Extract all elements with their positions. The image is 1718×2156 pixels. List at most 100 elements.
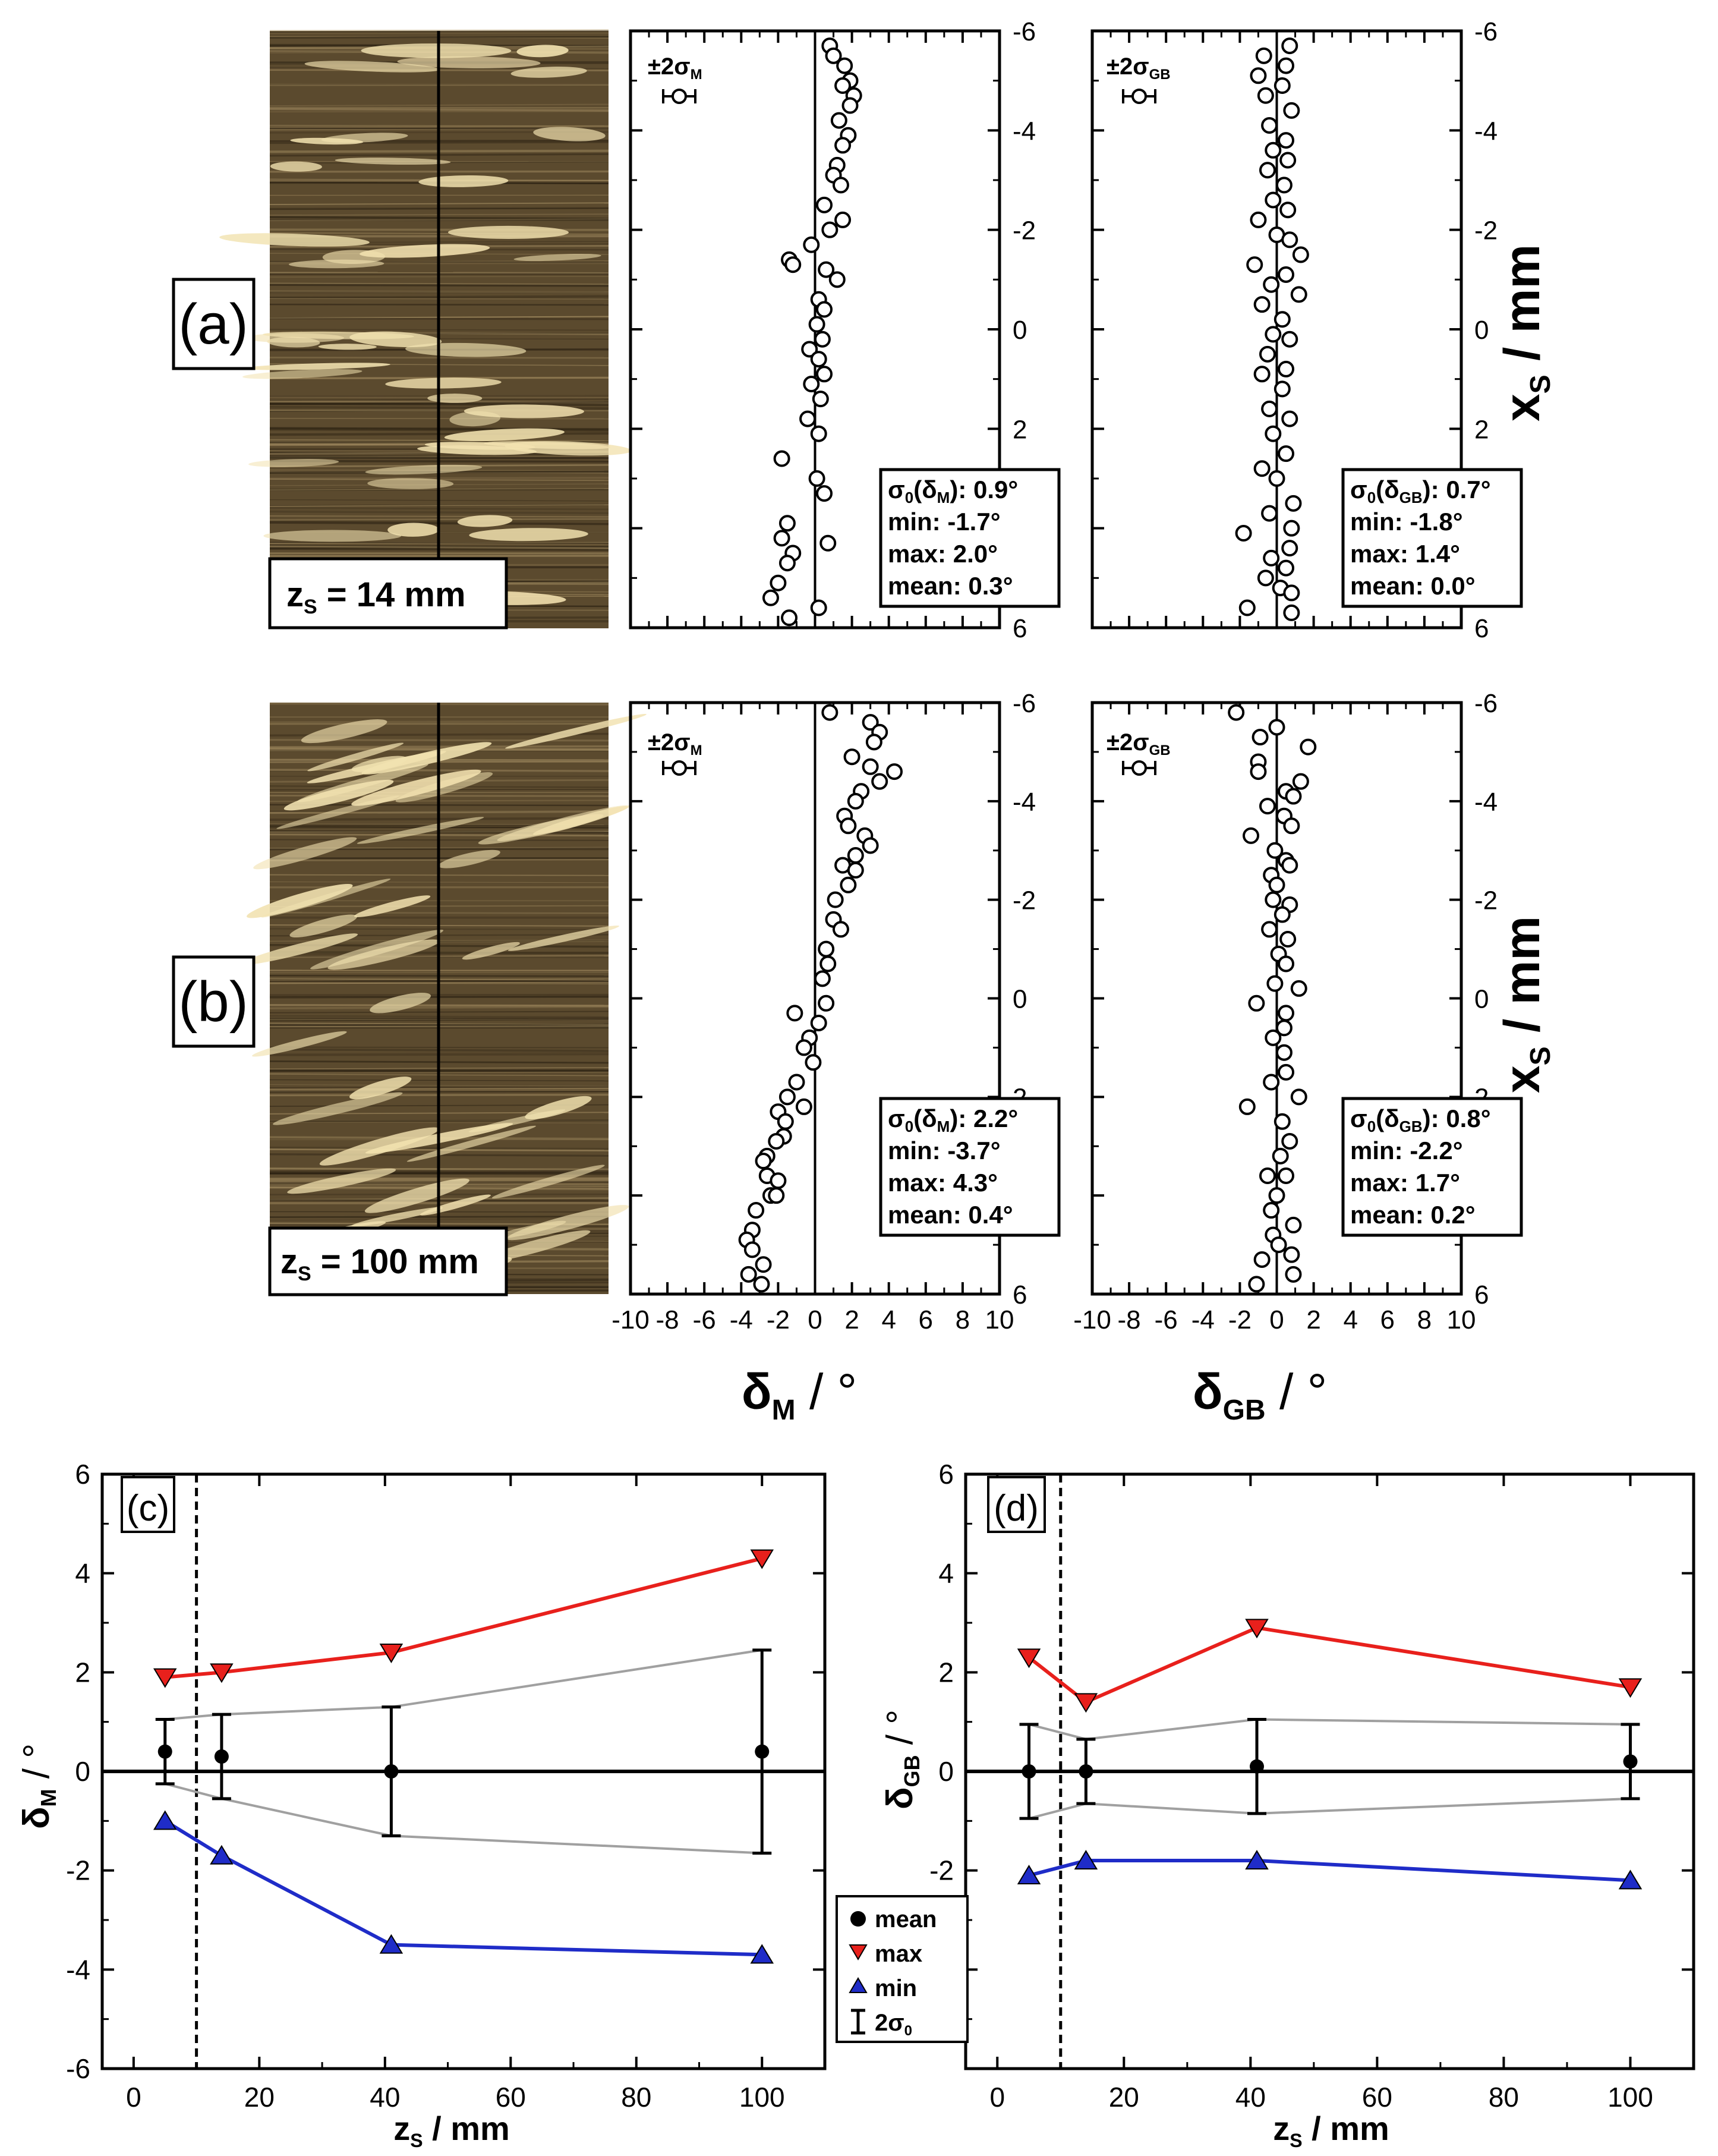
data-point bbox=[1261, 400, 1278, 417]
envelope-upper-line bbox=[1029, 1718, 1631, 1740]
data-point bbox=[1238, 1098, 1256, 1115]
y-tick-label: -2 bbox=[1474, 216, 1498, 245]
mean-marker bbox=[755, 1744, 770, 1759]
x-tick-label: 0 bbox=[989, 2082, 1005, 2113]
data-point bbox=[1261, 921, 1278, 938]
data-point bbox=[743, 1241, 761, 1258]
min-marker bbox=[1618, 1869, 1643, 1890]
max-series-line bbox=[165, 1556, 762, 1679]
y-tick-label: 6 bbox=[1474, 1280, 1489, 1310]
data-point bbox=[1279, 931, 1297, 948]
mean-marker bbox=[214, 1749, 229, 1764]
mean-marker bbox=[1250, 1759, 1264, 1774]
stats-box-a-deltaGB: σ0(δGB): 0.7° min: -1.8° max: 1.4° mean:… bbox=[1341, 468, 1523, 608]
data-point bbox=[1285, 1216, 1302, 1233]
x-tick-label: -4 bbox=[1191, 1305, 1215, 1334]
x-tick-label: 60 bbox=[496, 2082, 526, 2113]
data-point bbox=[795, 1098, 812, 1115]
y-axis-title-xs-a: xS / mm bbox=[1494, 244, 1556, 421]
legend-sigma-label: 2σ0 bbox=[875, 2010, 912, 2039]
svg-text:±2σGB: ±2σGB bbox=[1107, 729, 1171, 758]
data-point bbox=[825, 47, 842, 64]
x-tick-label: 2 bbox=[1306, 1305, 1320, 1334]
data-point bbox=[1285, 1266, 1302, 1283]
data-point bbox=[1265, 191, 1282, 209]
data-point bbox=[1259, 162, 1276, 179]
data-point bbox=[803, 376, 820, 393]
data-point bbox=[1283, 1246, 1300, 1263]
legend-mean-label: mean bbox=[875, 1906, 937, 1932]
y-tick-label: 6 bbox=[1474, 614, 1489, 643]
y-tick-label: 0 bbox=[75, 1756, 90, 1787]
data-point bbox=[1278, 955, 1295, 972]
data-point bbox=[840, 817, 857, 835]
data-point bbox=[1278, 1005, 1295, 1022]
data-point bbox=[1248, 994, 1265, 1012]
data-point bbox=[814, 970, 831, 987]
data-point bbox=[841, 97, 859, 114]
data-point bbox=[1279, 152, 1297, 169]
data-point bbox=[1268, 1187, 1285, 1204]
y-tick-label: 0 bbox=[1013, 316, 1027, 345]
data-point bbox=[810, 599, 827, 616]
max-marker bbox=[379, 1644, 404, 1663]
panel-label-box-b bbox=[172, 955, 256, 1048]
data-point bbox=[871, 773, 888, 790]
max-marker bbox=[1017, 1648, 1041, 1669]
x-tick-label: 0 bbox=[1269, 1305, 1284, 1334]
x-tick-label: 8 bbox=[1417, 1305, 1432, 1334]
y-tick-label: 2 bbox=[1013, 415, 1027, 444]
x-tick-label: -10 bbox=[1073, 1305, 1111, 1334]
data-point bbox=[1279, 202, 1297, 219]
stats-b-gb-min: min: -2.2° bbox=[1350, 1137, 1463, 1164]
stats-a-m-mean: mean: 0.3° bbox=[888, 572, 1013, 600]
stats-a-gb-mean: mean: 0.0° bbox=[1350, 572, 1476, 600]
data-point bbox=[1228, 704, 1245, 721]
legend-sigma-marker bbox=[851, 2009, 865, 2035]
y-tick-label: -6 bbox=[1474, 17, 1498, 46]
data-point bbox=[886, 763, 903, 780]
data-point bbox=[1263, 1074, 1280, 1091]
max-marker bbox=[153, 1668, 177, 1688]
data-point bbox=[1270, 1236, 1287, 1254]
errbar-legend-b-m: ±2σM bbox=[648, 729, 702, 776]
y-tick-label: 0 bbox=[1013, 985, 1027, 1014]
data-point bbox=[1300, 738, 1317, 756]
data-point bbox=[1281, 331, 1298, 348]
legend-max-marker bbox=[849, 1944, 868, 1960]
data-point bbox=[827, 891, 844, 908]
x-tick-label: 100 bbox=[739, 2082, 785, 2113]
x-tick-label: 60 bbox=[1362, 2082, 1392, 2113]
zs-caption-b: zS = 100 mm bbox=[280, 1242, 479, 1285]
x-tick-label: 100 bbox=[1607, 2082, 1653, 2113]
y-tick-label: -2 bbox=[1013, 216, 1036, 245]
data-point bbox=[1292, 246, 1309, 263]
data-point bbox=[755, 1153, 772, 1170]
data-point bbox=[862, 837, 879, 854]
y-tick-label: 4 bbox=[75, 1558, 90, 1589]
x-axis-title-deltaM: δM / ° bbox=[742, 1364, 858, 1426]
data-point bbox=[862, 714, 879, 731]
data-point bbox=[1283, 584, 1300, 602]
data-point bbox=[1273, 380, 1291, 398]
x-tick-label: -8 bbox=[656, 1305, 679, 1334]
legend-min-marker bbox=[849, 1977, 868, 1993]
max-marker bbox=[210, 1663, 234, 1683]
data-point bbox=[1265, 326, 1282, 343]
x-tick-label: 2 bbox=[844, 1305, 859, 1334]
data-point bbox=[1243, 827, 1260, 844]
y-tick-label: 6 bbox=[75, 1459, 90, 1490]
stats-box-b-deltaGB: σ0(δGB): 0.8° min: -2.2° max: 1.7° mean:… bbox=[1341, 1097, 1523, 1237]
data-point bbox=[1273, 906, 1291, 923]
data-point bbox=[818, 940, 835, 958]
data-point bbox=[816, 196, 833, 213]
x-tick-label: 10 bbox=[985, 1305, 1014, 1334]
x-tick-label: 20 bbox=[244, 2082, 275, 2113]
max-marker bbox=[1618, 1678, 1643, 1698]
data-point bbox=[1268, 470, 1285, 487]
min-series-line bbox=[1028, 1859, 1631, 1883]
data-point bbox=[1253, 1251, 1271, 1268]
data-point bbox=[1281, 540, 1298, 557]
